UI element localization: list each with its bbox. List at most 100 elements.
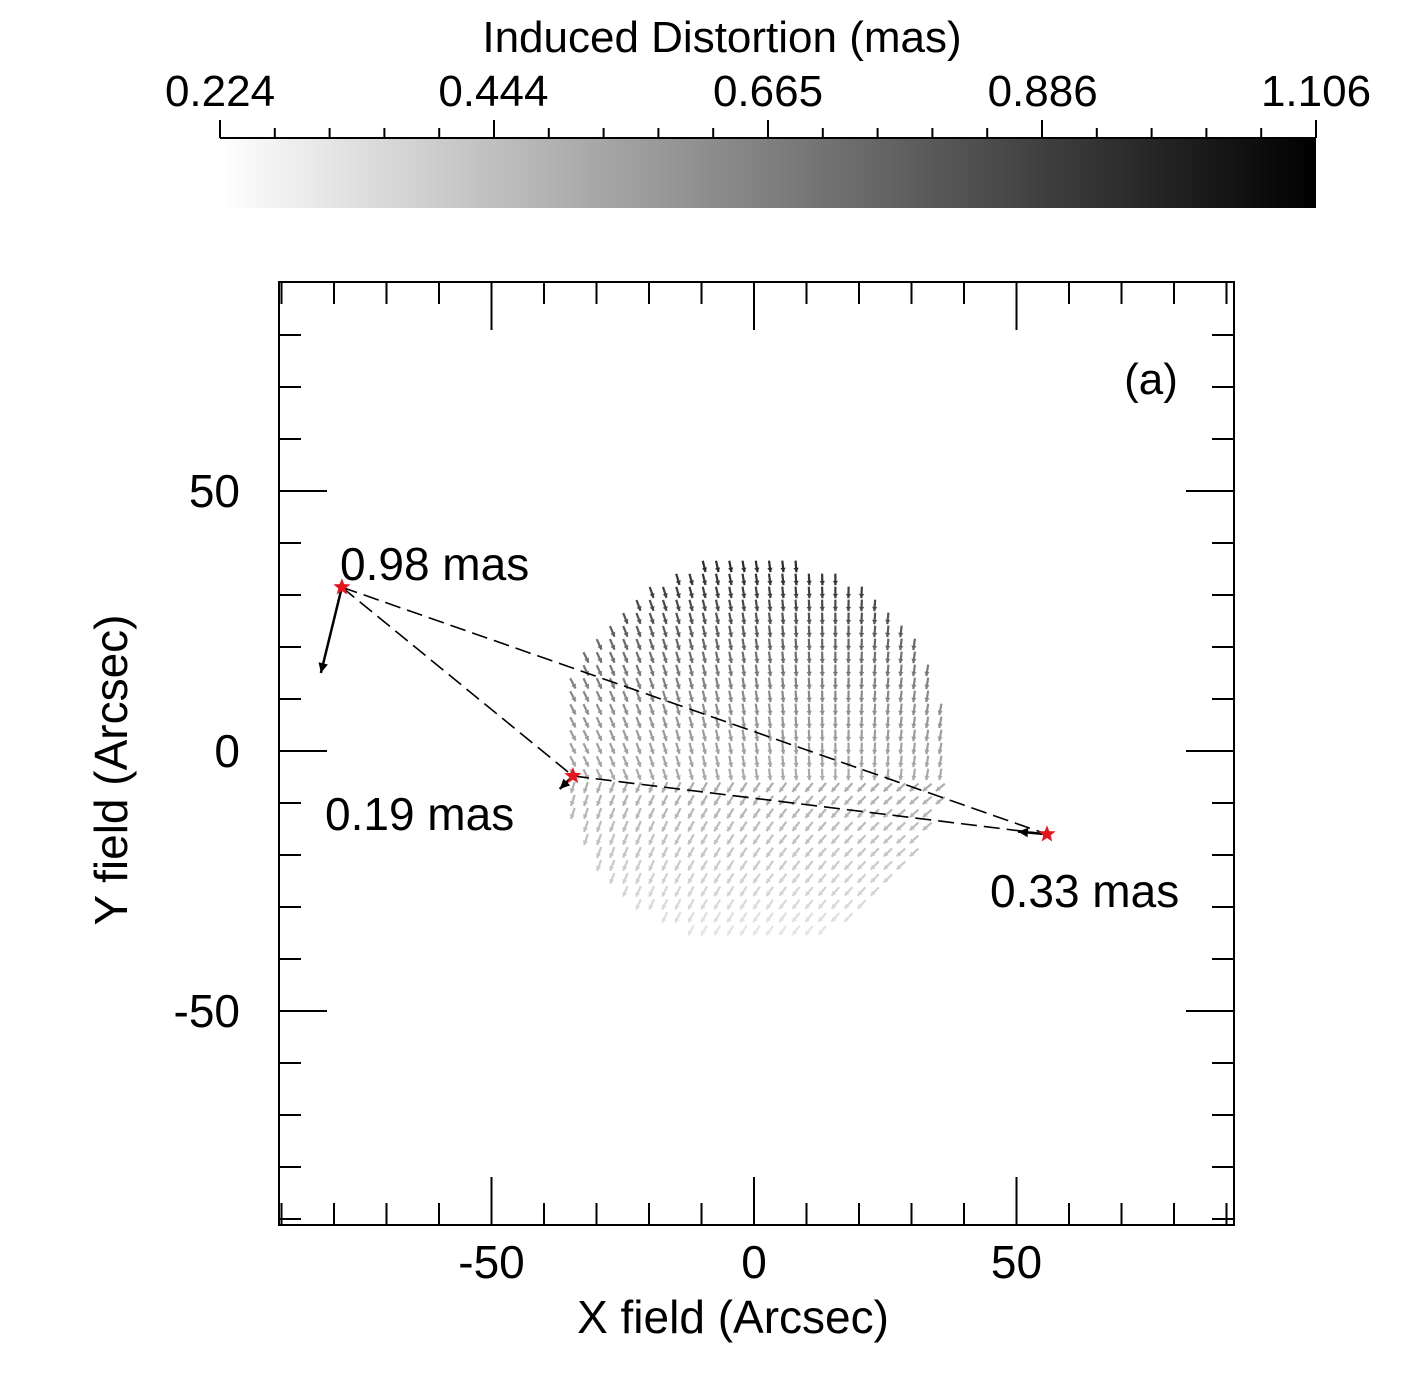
vector-arrow <box>937 703 943 716</box>
vector-arrow <box>885 638 891 651</box>
vector-arrow <box>778 782 788 793</box>
vector-arrow <box>791 821 801 832</box>
vector-arrow <box>845 612 852 625</box>
vector-arrow <box>765 782 775 793</box>
vector-arrow <box>817 912 827 923</box>
vector-arrow <box>911 742 917 755</box>
vector-arrow <box>608 664 616 677</box>
vector-arrow <box>937 716 943 729</box>
vector-arrow <box>701 664 708 677</box>
vector-arrow <box>728 729 734 742</box>
vector-arrow <box>869 795 880 806</box>
vector-arrow <box>739 885 748 897</box>
vector-arrow <box>793 690 799 703</box>
vector-arrow <box>752 847 761 858</box>
vector-arrow <box>675 664 681 677</box>
vector-arrow <box>780 729 786 742</box>
vector-arrow <box>767 625 773 638</box>
vector-arrow <box>635 846 642 859</box>
vector-arrow <box>882 795 893 806</box>
vector-arrow <box>767 664 773 677</box>
vector-arrow <box>924 677 930 690</box>
vector-arrow <box>767 690 773 703</box>
vector-arrow <box>701 690 708 703</box>
vector-arrow <box>688 716 694 729</box>
vector-arrow <box>635 703 642 716</box>
vector-arrow <box>569 807 576 820</box>
vector-arrow <box>804 860 814 871</box>
vector-arrow <box>728 586 734 599</box>
vector-arrow <box>898 677 904 690</box>
vector-arrow <box>741 612 747 625</box>
vector-arrow <box>793 768 799 781</box>
vector-arrow <box>845 729 852 742</box>
vector-arrow <box>754 599 760 612</box>
vector-arrow <box>843 821 854 832</box>
vector-arrow <box>661 586 668 599</box>
vector-arrow <box>687 872 695 884</box>
vector-arrow <box>793 716 799 729</box>
vector-arrow <box>898 768 904 781</box>
vector-arrow <box>872 625 878 638</box>
vector-arrow <box>700 833 708 845</box>
vector-arrow <box>845 625 852 638</box>
vector-arrow <box>832 690 838 703</box>
vector-arrow <box>922 795 933 805</box>
vector-arrow <box>767 612 773 625</box>
vector-arrow <box>635 625 642 638</box>
vector-arrow <box>937 768 943 781</box>
vector-arrow <box>569 755 577 768</box>
vector-arrow <box>830 873 841 884</box>
vector-arrow <box>741 664 747 677</box>
vector-arrow <box>674 859 682 872</box>
vector-arrow <box>700 794 708 806</box>
vector-arrow <box>817 873 827 884</box>
vector-arrow <box>596 859 603 872</box>
vector-arrow <box>806 742 812 755</box>
vector-arrow <box>832 664 838 677</box>
vector-arrow <box>688 664 694 677</box>
vector-arrow <box>817 821 827 832</box>
vector-arrow <box>661 729 668 742</box>
vector-arrow <box>609 807 616 820</box>
star-3: 0.33 mas <box>990 825 1179 917</box>
vector-arrow <box>882 821 893 832</box>
vector-arrow <box>687 924 695 936</box>
vector-arrow <box>701 586 708 599</box>
vector-arrow <box>869 860 880 871</box>
vector-arrow <box>635 677 642 690</box>
vector-arrow <box>648 820 656 833</box>
vector-arrow <box>819 742 825 755</box>
vector-arrow <box>819 716 825 729</box>
vector-arrow <box>688 638 694 651</box>
vector-arrow <box>675 612 681 625</box>
vector-arrow <box>806 638 812 651</box>
vector-arrow <box>793 703 799 716</box>
vector-arrow <box>595 768 603 781</box>
vector-arrow <box>754 573 760 586</box>
vector-arrow <box>856 847 867 858</box>
vector-arrow <box>728 638 734 651</box>
vector-arrow <box>791 899 801 910</box>
vector-arrow <box>661 716 668 729</box>
vector-arrow <box>872 651 878 664</box>
vector-arrow <box>661 794 669 807</box>
vector-arrow <box>780 560 786 573</box>
vector-arrow <box>595 703 603 716</box>
vector-arrow <box>726 898 735 910</box>
vector-arrow <box>622 716 629 729</box>
vector-arrow <box>819 573 825 586</box>
vector-arrow <box>806 599 812 612</box>
vector-arrow <box>741 638 747 651</box>
colorbar-tick-labels: 0.224 0.444 0.665 0.886 1.106 <box>165 67 1371 116</box>
vector-arrow <box>791 912 801 923</box>
vector-arrow <box>595 664 603 677</box>
vector-arrow <box>793 599 799 612</box>
vector-arrow <box>582 703 590 716</box>
vector-arrow <box>741 729 747 742</box>
vector-arrow <box>713 846 722 858</box>
vector-arrow <box>869 834 880 845</box>
vector-arrow <box>845 586 852 599</box>
vector-arrow <box>780 638 786 651</box>
vector-arrow <box>858 742 865 755</box>
